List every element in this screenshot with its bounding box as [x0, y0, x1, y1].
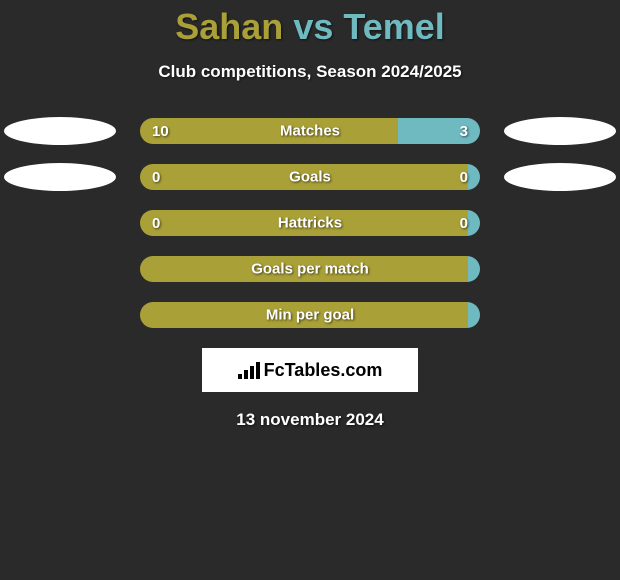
stat-bar-left: [140, 302, 468, 328]
stat-bar: 103Matches: [140, 118, 480, 144]
snapshot-date: 13 november 2024: [0, 410, 620, 430]
stat-bar: 00Hattricks: [140, 210, 480, 236]
stat-bar-left: 0: [140, 210, 468, 236]
stat-row: Min per goal: [0, 302, 620, 328]
stat-bar-left: [140, 256, 468, 282]
stat-row: 00Hattricks: [0, 210, 620, 236]
stat-bar-right: 3: [398, 118, 480, 144]
bars-icon: [238, 361, 260, 379]
stat-rows: 103Matches00Goals00HattricksGoals per ma…: [0, 118, 620, 328]
stat-right-value: 3: [460, 123, 468, 140]
player2-marker: [504, 163, 616, 191]
stat-bar: 00Goals: [140, 164, 480, 190]
stat-bar-right: 0: [468, 210, 480, 236]
stat-row: Goals per match: [0, 256, 620, 282]
stat-bar: Goals per match: [140, 256, 480, 282]
stat-left-value: 0: [152, 215, 160, 232]
stat-bar-left: 0: [140, 164, 468, 190]
stat-bar-right: 0: [468, 164, 480, 190]
player1-name: Sahan: [175, 6, 283, 47]
vs-label: vs: [293, 6, 333, 47]
stat-row: 00Goals: [0, 164, 620, 190]
stat-bar-right: [468, 256, 480, 282]
stat-left-value: 0: [152, 169, 160, 186]
comparison-subtitle: Club competitions, Season 2024/2025: [0, 62, 620, 82]
comparison-header: Sahan vs Temel Club competitions, Season…: [0, 0, 620, 82]
stat-bar: Min per goal: [140, 302, 480, 328]
source-logo-box: FcTables.com: [202, 348, 418, 392]
source-logo: FcTables.com: [238, 360, 383, 381]
player1-marker: [4, 163, 116, 191]
stat-bar-right: [468, 302, 480, 328]
stat-right-value: 0: [460, 169, 468, 186]
comparison-title: Sahan vs Temel: [0, 6, 620, 48]
player1-marker: [4, 117, 116, 145]
player2-marker: [504, 117, 616, 145]
player2-name: Temel: [343, 6, 444, 47]
stat-bar-left: 10: [140, 118, 398, 144]
stat-right-value: 0: [460, 215, 468, 232]
stat-left-value: 10: [152, 123, 169, 140]
stat-row: 103Matches: [0, 118, 620, 144]
source-logo-text: FcTables.com: [264, 360, 383, 381]
